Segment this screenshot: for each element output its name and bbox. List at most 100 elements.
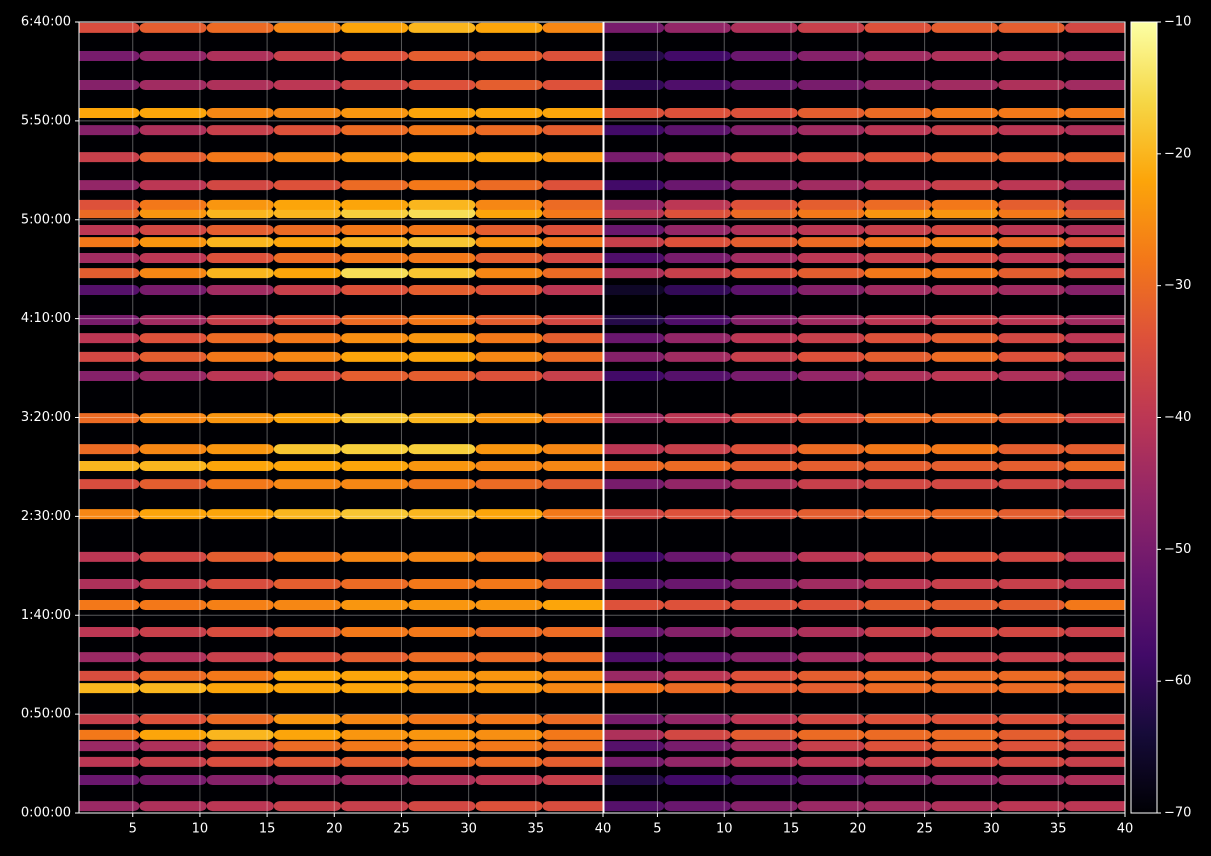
heatmap-cell	[931, 460, 999, 471]
heatmap-cell	[931, 50, 999, 61]
heatmap-cell	[797, 460, 865, 471]
heatmap-cell	[931, 333, 999, 344]
heatmap-cell	[341, 237, 409, 248]
heatmap-cell	[864, 683, 932, 694]
heatmap-cell	[475, 479, 543, 490]
heatmap-cell	[604, 237, 665, 248]
heatmap-cell	[542, 551, 603, 562]
heatmap-cell	[998, 50, 1065, 61]
heatmap-cell	[475, 652, 543, 663]
x-tick-label: 40	[595, 822, 612, 837]
heatmap-cell	[730, 479, 798, 490]
heatmap-cell	[475, 775, 543, 786]
heatmap-cell	[206, 370, 274, 381]
heatmap-cell	[730, 670, 798, 681]
heatmap-cell	[206, 351, 274, 362]
y-tick-label: 5:50:00	[21, 113, 71, 128]
heatmap-cell	[931, 509, 999, 520]
heatmap-cell	[408, 741, 476, 752]
heatmap-cell	[273, 22, 341, 33]
heatmap-cell	[664, 444, 731, 455]
heatmap-cell	[1064, 683, 1125, 694]
heatmap-cell	[542, 670, 603, 681]
x-tick-label: 40	[1117, 822, 1134, 837]
heatmap-cell	[542, 50, 603, 61]
heatmap-cell	[139, 252, 207, 263]
heatmap-cell	[1064, 627, 1125, 638]
heatmap-cell	[139, 509, 207, 520]
heatmap-cell	[730, 199, 798, 210]
heatmap-cell	[730, 351, 798, 362]
heatmap-cell	[797, 413, 865, 424]
y-tick-label: 5:00:00	[21, 212, 71, 227]
x-tick-label: 10	[192, 822, 209, 837]
heatmap-cell	[998, 627, 1065, 638]
colorbar-tick-label: −70	[1164, 806, 1191, 821]
heatmap-cell	[139, 444, 207, 455]
heatmap-cell	[206, 50, 274, 61]
heatmap-cell	[341, 314, 409, 325]
heatmap-cell	[730, 444, 798, 455]
heatmap-cell	[206, 775, 274, 786]
heatmap-cell	[864, 370, 932, 381]
heatmap-cell	[206, 670, 274, 681]
heatmap-cell	[797, 79, 865, 90]
heatmap-cell	[408, 125, 476, 136]
heatmap-cell	[604, 79, 665, 90]
heatmap-cell	[797, 333, 865, 344]
heatmap-cell	[1064, 460, 1125, 471]
axes-frame	[603, 21, 1126, 814]
heatmap-cell	[475, 444, 543, 455]
heatmap-cell	[797, 714, 865, 725]
heatmap-cell	[664, 333, 731, 344]
heatmap-cell	[341, 444, 409, 455]
colorbar-tick-label: −30	[1164, 278, 1191, 293]
heatmap-cell	[79, 460, 140, 471]
heatmap-cell	[730, 652, 798, 663]
heatmap-cell	[408, 237, 476, 248]
heatmap-cell	[864, 79, 932, 90]
heatmap-cell	[998, 460, 1065, 471]
heatmap-cell	[408, 79, 476, 90]
heatmap-cell	[797, 683, 865, 694]
heatmap-cell	[931, 199, 999, 210]
heatmap-cell	[604, 125, 665, 136]
heatmap-cell	[408, 509, 476, 520]
heatmap-cell	[475, 22, 543, 33]
heatmap-cell	[408, 444, 476, 455]
heatmap-cell	[730, 284, 798, 295]
heatmap-cell	[664, 50, 731, 61]
heatmap-cell	[79, 152, 140, 163]
heatmap-cell	[139, 152, 207, 163]
heatmap-cell	[1064, 314, 1125, 325]
heatmap-cell	[998, 351, 1065, 362]
heatmap-cell	[79, 729, 140, 740]
heatmap-cell	[542, 652, 603, 663]
heatmap-cell	[1064, 479, 1125, 490]
heatmap-cell	[79, 125, 140, 136]
heatmap-cell	[864, 413, 932, 424]
x-tick-label: 30	[983, 822, 1000, 837]
heatmap-cell	[797, 509, 865, 520]
heatmap-cell	[475, 370, 543, 381]
heatmap-cell	[341, 627, 409, 638]
heatmap-cell	[604, 460, 665, 471]
heatmap-cell	[664, 314, 731, 325]
heatmap-cell	[273, 729, 341, 740]
heatmap-cell	[1064, 509, 1125, 520]
heatmap-cell	[797, 741, 865, 752]
heatmap-cell	[1064, 50, 1125, 61]
heatmap-cell	[604, 199, 665, 210]
heatmap-cell	[998, 314, 1065, 325]
heatmap-cell	[408, 370, 476, 381]
heatmap-cell	[730, 683, 798, 694]
heatmap-cell	[542, 152, 603, 163]
heatmap-cell	[273, 460, 341, 471]
heatmap-cell	[664, 152, 731, 163]
heatmap-cell	[408, 551, 476, 562]
heatmap-cell	[664, 125, 731, 136]
heatmap-cell	[664, 370, 731, 381]
heatmap-cell	[1064, 180, 1125, 191]
heatmap-cell	[1064, 413, 1125, 424]
heatmap-cell	[664, 801, 731, 812]
